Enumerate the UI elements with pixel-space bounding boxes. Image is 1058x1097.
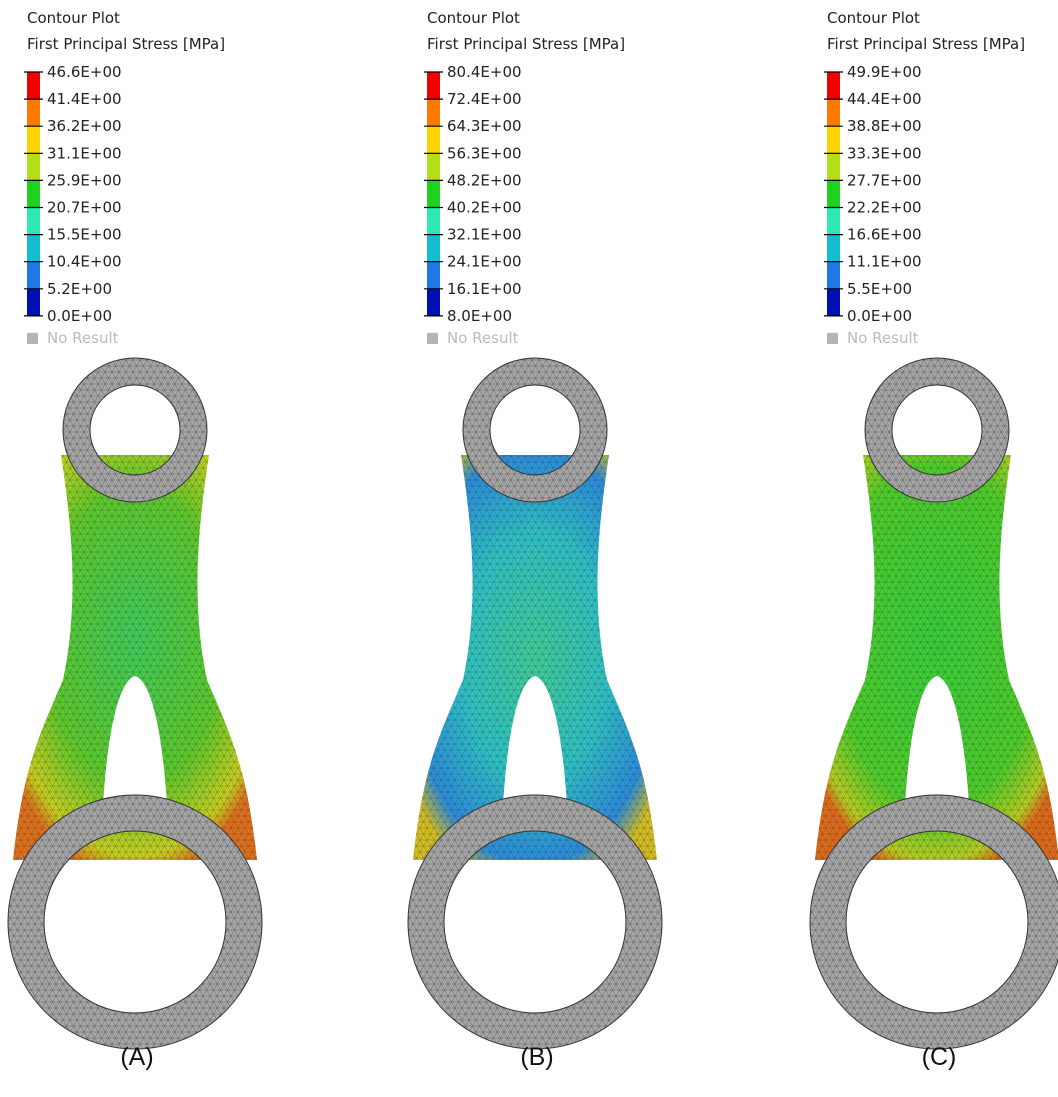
panel-caption: (C)	[922, 1043, 957, 1071]
legend-label: 20.7E+00	[47, 199, 122, 217]
legend-band	[427, 235, 440, 262]
legend-label: 48.2E+00	[447, 171, 522, 189]
legend-band	[427, 262, 440, 289]
legend-band	[427, 180, 440, 207]
legend-label: 8.0E+00	[447, 307, 512, 325]
legend-band	[427, 126, 440, 153]
legend-label: 15.5E+00	[47, 226, 122, 244]
legend-label: 5.5E+00	[847, 280, 912, 298]
plot-subtitle: First Principal Stress [MPa]	[427, 35, 625, 53]
legend-band	[27, 235, 40, 262]
legend-band	[827, 99, 840, 126]
figure: Contour Plot First Principal Stress [MPa]…	[0, 0, 1058, 1097]
legend-band	[827, 72, 840, 99]
legend-label: 56.3E+00	[447, 144, 522, 162]
legend-band	[27, 99, 40, 126]
legend-band	[827, 262, 840, 289]
legend-band	[27, 126, 40, 153]
plot-subtitle: First Principal Stress [MPa]	[27, 35, 225, 53]
legend-band	[827, 289, 840, 316]
legend-label: 10.4E+00	[47, 253, 122, 271]
legend-label: 36.2E+00	[47, 117, 122, 135]
legend-band	[27, 289, 40, 316]
legend-band	[427, 153, 440, 180]
legend-band	[27, 208, 40, 235]
legend-band	[27, 153, 40, 180]
legend-label: 80.4E+00	[447, 63, 522, 81]
legend-label: 11.1E+00	[847, 253, 922, 271]
legend-label: 27.7E+00	[847, 171, 922, 189]
legend-label: 16.1E+00	[447, 280, 522, 298]
legend-band	[827, 208, 840, 235]
no-result-label: No Result	[47, 329, 119, 347]
panel-caption: (B)	[520, 1043, 553, 1071]
legend-band	[427, 99, 440, 126]
legend-label: 49.9E+00	[847, 63, 922, 81]
legend-label: 0.0E+00	[847, 307, 912, 325]
no-result-swatch	[827, 333, 838, 344]
plot-subtitle: First Principal Stress [MPa]	[827, 35, 1025, 53]
legend-band	[827, 126, 840, 153]
small-ring-mesh	[463, 358, 607, 502]
small-ring-mesh	[865, 358, 1009, 502]
no-result-swatch	[27, 333, 38, 344]
small-ring-mesh	[63, 358, 207, 502]
panel-caption: (A)	[120, 1043, 153, 1071]
legend-band	[827, 153, 840, 180]
legend-label: 41.4E+00	[47, 90, 122, 108]
legend-label: 22.2E+00	[847, 199, 922, 217]
legend-label: 32.1E+00	[447, 226, 522, 244]
legend-band	[27, 72, 40, 99]
no-result-swatch	[427, 333, 438, 344]
no-result-label: No Result	[447, 329, 519, 347]
legend-label: 40.2E+00	[447, 199, 522, 217]
legend-label: 25.9E+00	[47, 171, 122, 189]
legend-label: 64.3E+00	[447, 117, 522, 135]
legend-label: 31.1E+00	[47, 144, 122, 162]
legend-band	[27, 262, 40, 289]
legend-label: 5.2E+00	[47, 280, 112, 298]
legend-label: 0.0E+00	[47, 307, 112, 325]
no-result-label: No Result	[847, 329, 919, 347]
legend-band	[427, 72, 440, 99]
legend-label: 72.4E+00	[447, 90, 522, 108]
legend-label: 24.1E+00	[447, 253, 522, 271]
legend-band	[427, 289, 440, 316]
legend-band	[827, 180, 840, 207]
legend-band	[27, 180, 40, 207]
legend-band	[427, 208, 440, 235]
legend-label: 38.8E+00	[847, 117, 922, 135]
legend-label: 46.6E+00	[47, 63, 122, 81]
legend-band	[827, 235, 840, 262]
legend-label: 16.6E+00	[847, 226, 922, 244]
plot-title: Contour Plot	[27, 9, 120, 27]
legend-label: 44.4E+00	[847, 90, 922, 108]
plot-title: Contour Plot	[427, 9, 520, 27]
legend-label: 33.3E+00	[847, 144, 922, 162]
plot-title: Contour Plot	[827, 9, 920, 27]
